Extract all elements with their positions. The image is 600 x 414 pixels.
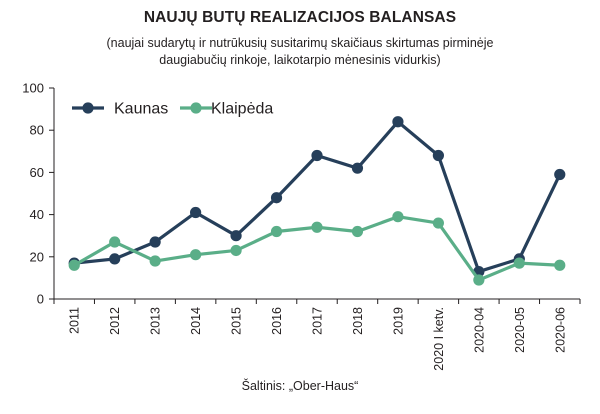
chart-title: NAUJŲ BUTŲ REALIZACIJOS BALANSAS bbox=[143, 9, 457, 26]
legend-label-klaipeda: Klaipėda bbox=[211, 101, 273, 118]
y-tick-label: 20 bbox=[30, 249, 44, 264]
x-tick-label: 2017 bbox=[311, 307, 325, 335]
data-point-klaipeda bbox=[311, 221, 323, 233]
x-tick-label: 2013 bbox=[149, 307, 163, 335]
data-point-klaipeda bbox=[392, 211, 404, 223]
x-tick-label: 2015 bbox=[230, 307, 244, 335]
data-point-kaunas bbox=[270, 192, 283, 204]
x-tick-label: 2019 bbox=[391, 307, 405, 335]
legend-marker-kaunas bbox=[82, 102, 94, 114]
data-point-kaunas bbox=[149, 236, 161, 248]
x-tick-label: 2020-06 bbox=[553, 307, 567, 353]
y-tick-label: 60 bbox=[30, 165, 44, 180]
data-point-klaipeda bbox=[432, 217, 444, 229]
subtitle-line-1: (naujai sudarytų ir nutrūkusių susitarim… bbox=[106, 36, 494, 50]
data-point-klaipeda bbox=[109, 236, 121, 248]
legend-marker-klaipeda bbox=[190, 102, 202, 114]
data-point-kaunas bbox=[109, 253, 121, 265]
data-point-klaipeda bbox=[351, 225, 364, 238]
y-tick-label: 40 bbox=[30, 207, 44, 222]
x-tick-label: 2011 bbox=[68, 307, 82, 334]
data-point-kaunas bbox=[554, 168, 566, 181]
x-tick-label: 2020-04 bbox=[472, 307, 486, 353]
series-line-kaunas bbox=[74, 120, 562, 274]
data-point-klaipeda bbox=[149, 255, 161, 267]
x-tick-label: 2014 bbox=[189, 307, 203, 335]
legend-label-kaunas: Kaunas bbox=[114, 101, 168, 118]
data-point-kaunas bbox=[311, 149, 323, 162]
data-point-kaunas bbox=[190, 206, 202, 219]
data-point-klaipeda bbox=[513, 257, 525, 269]
x-tick-label: 2020 I ketv. bbox=[432, 307, 446, 371]
data-point-kaunas bbox=[432, 149, 444, 162]
chart-subtitle: (naujai sudarytų ir nutrūkusių susitarim… bbox=[40, 35, 560, 69]
y-tick-label: 0 bbox=[37, 292, 44, 307]
data-point-klaipeda bbox=[270, 225, 283, 238]
data-point-klaipeda bbox=[68, 259, 80, 271]
x-tick-label: 2020-05 bbox=[513, 307, 527, 353]
x-tick-label: 2012 bbox=[108, 307, 122, 335]
x-tick-label: 2016 bbox=[270, 307, 284, 335]
data-point-klaipeda bbox=[554, 259, 566, 271]
data-point-kaunas bbox=[351, 162, 364, 174]
source-note: Šaltinis: „Ober-Haus“ bbox=[241, 379, 359, 393]
data-point-klaipeda bbox=[230, 244, 242, 257]
y-tick-label: 80 bbox=[30, 123, 44, 138]
data-point-kaunas bbox=[230, 230, 242, 242]
x-tick-label: 2018 bbox=[351, 307, 365, 335]
data-point-klaipeda bbox=[473, 274, 485, 286]
subtitle-line-2: daugiabučių rinkoje, laikotarpio mėnesin… bbox=[159, 53, 441, 67]
data-point-klaipeda bbox=[190, 249, 202, 261]
data-point-kaunas bbox=[392, 116, 404, 128]
y-tick-label: 100 bbox=[22, 81, 44, 96]
